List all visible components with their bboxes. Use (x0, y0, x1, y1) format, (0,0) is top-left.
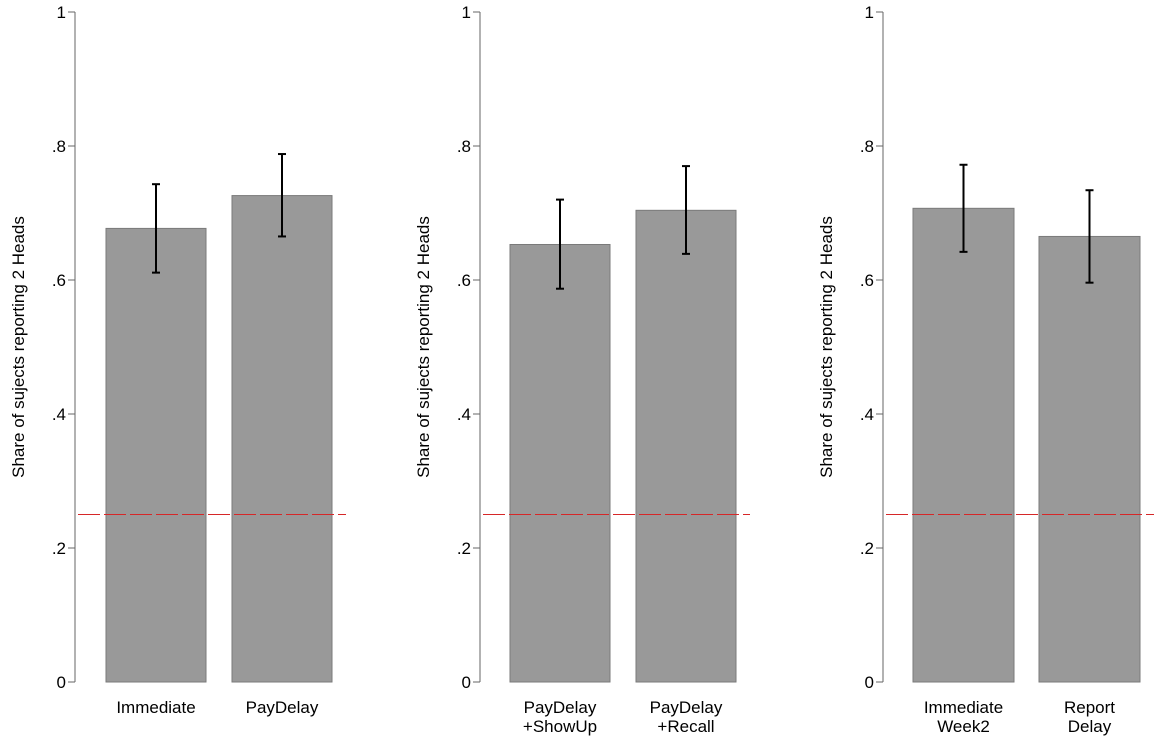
y-tick-label: .6 (457, 271, 471, 290)
y-axis-label: Share of sujects reporting 2 Heads (9, 216, 28, 478)
error-bar (278, 153, 286, 238)
y-tick-label: .8 (457, 137, 471, 156)
y-tick-label: 1 (462, 3, 471, 22)
y-tick-label: .4 (860, 405, 874, 424)
y-tick-label: .2 (860, 539, 874, 558)
y-tick-label: .2 (457, 539, 471, 558)
bar (105, 227, 207, 683)
y-tick-label: 0 (865, 673, 874, 692)
error-bar (959, 163, 968, 253)
y-tick-label: 1 (57, 3, 66, 22)
y-tick-label: .4 (52, 405, 66, 424)
bar (1038, 235, 1141, 683)
y-tick-label: .6 (860, 271, 874, 290)
x-category-label: Report (1064, 698, 1115, 717)
error-bar (682, 165, 690, 255)
x-category-label: Immediate (924, 698, 1003, 717)
y-tick-label: .2 (52, 539, 66, 558)
x-category-label: Delay (1068, 717, 1112, 736)
y-tick-label: 0 (462, 673, 471, 692)
y-axis-label: Share of sujects reporting 2 Heads (414, 216, 433, 478)
bar (912, 207, 1015, 683)
chart-panel-2: 0 .2 .4 .6 .8 1 Share of sujects reporting 2 H… (414, 3, 750, 736)
y-tick-label: .6 (52, 271, 66, 290)
y-tick-label: .8 (860, 137, 874, 156)
bar (509, 243, 611, 683)
error-bar (1085, 189, 1094, 284)
chart-panel-1: 0 .2 .4 .6 .8 1 Share of sujects reporting 2 H… (9, 3, 346, 717)
y-axis-label: Share of sujects reporting 2 Heads (817, 216, 836, 478)
x-category-label: PayDelay (524, 698, 597, 717)
x-category-label: Week2 (937, 717, 990, 736)
error-bar (556, 198, 564, 290)
x-category-label: PayDelay (246, 698, 319, 717)
chart-panel-3: 0 .2 .4 .6 .8 1 Share of sujects reporting 2 H… (817, 3, 1154, 736)
x-category-label: Immediate (116, 698, 195, 717)
x-category-label: +Recall (657, 717, 714, 736)
bar (231, 195, 333, 683)
y-tick-label: .8 (52, 137, 66, 156)
bar (635, 209, 737, 683)
x-category-label: +ShowUp (523, 717, 597, 736)
x-category-label: PayDelay (650, 698, 723, 717)
y-tick-label: 0 (57, 673, 66, 692)
y-tick-label: 1 (865, 3, 874, 22)
error-bar (152, 183, 160, 274)
y-tick-label: .4 (457, 405, 471, 424)
